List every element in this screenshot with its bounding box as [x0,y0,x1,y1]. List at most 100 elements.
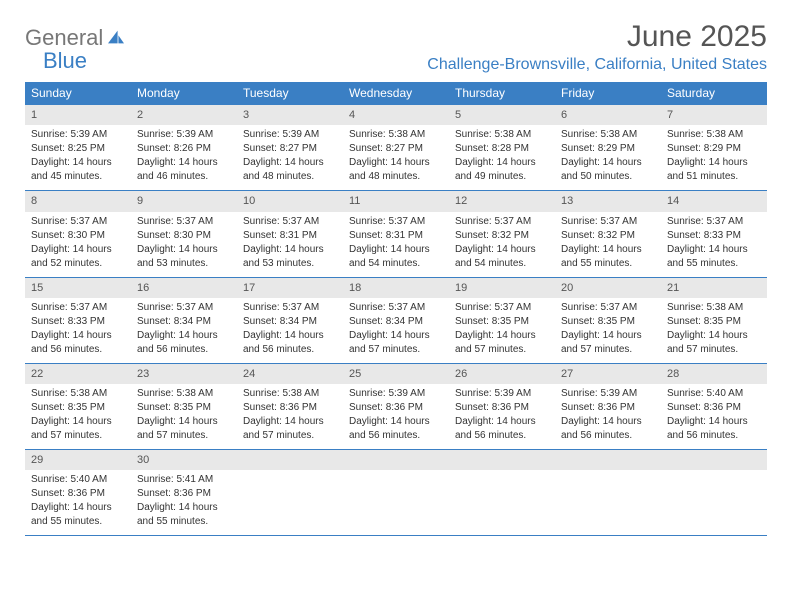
day-body: Sunrise: 5:37 AMSunset: 8:33 PMDaylight:… [25,298,131,363]
day-number: 16 [131,278,237,298]
sunset-line: Sunset: 8:29 PM [561,142,655,155]
day-body: Sunrise: 5:38 AMSunset: 8:35 PMDaylight:… [131,384,237,449]
daylight-line: and 53 minutes. [137,257,231,270]
calendar-cell: 29Sunrise: 5:40 AMSunset: 8:36 PMDayligh… [25,450,131,535]
calendar-cell: 23Sunrise: 5:38 AMSunset: 8:35 PMDayligh… [131,364,237,449]
sunset-line: Sunset: 8:28 PM [455,142,549,155]
sunrise-line: Sunrise: 5:37 AM [561,301,655,314]
day-number: 18 [343,278,449,298]
day-body: Sunrise: 5:37 AMSunset: 8:34 PMDaylight:… [343,298,449,363]
day-body: Sunrise: 5:38 AMSunset: 8:35 PMDaylight:… [661,298,767,363]
day-number: 27 [555,364,661,384]
calendar-cell: 24Sunrise: 5:38 AMSunset: 8:36 PMDayligh… [237,364,343,449]
sunset-line: Sunset: 8:27 PM [243,142,337,155]
sunrise-line: Sunrise: 5:37 AM [349,301,443,314]
daylight-line: and 57 minutes. [561,343,655,356]
day-body: Sunrise: 5:37 AMSunset: 8:30 PMDaylight:… [25,212,131,277]
daylight-line: Daylight: 14 hours [455,243,549,256]
daylight-line: and 56 minutes. [137,343,231,356]
calendar-cell: 22Sunrise: 5:38 AMSunset: 8:35 PMDayligh… [25,364,131,449]
day-number: 11 [343,191,449,211]
day-body: Sunrise: 5:38 AMSunset: 8:29 PMDaylight:… [661,125,767,190]
day-body [237,470,343,528]
daylight-line: and 57 minutes. [455,343,549,356]
sunrise-line: Sunrise: 5:39 AM [561,387,655,400]
day-body: Sunrise: 5:37 AMSunset: 8:34 PMDaylight:… [131,298,237,363]
daylight-line: Daylight: 14 hours [31,156,125,169]
day-number: 24 [237,364,343,384]
calendar-cell: 17Sunrise: 5:37 AMSunset: 8:34 PMDayligh… [237,278,343,363]
sunrise-line: Sunrise: 5:38 AM [667,128,761,141]
day-body [661,470,767,528]
daylight-line: Daylight: 14 hours [561,156,655,169]
sunset-line: Sunset: 8:35 PM [137,401,231,414]
sunrise-line: Sunrise: 5:40 AM [31,473,125,486]
day-body: Sunrise: 5:37 AMSunset: 8:30 PMDaylight:… [131,212,237,277]
day-number: 7 [661,105,767,125]
calendar-cell-empty [555,450,661,535]
sunset-line: Sunset: 8:27 PM [349,142,443,155]
daylight-line: and 48 minutes. [349,170,443,183]
sunrise-line: Sunrise: 5:38 AM [243,387,337,400]
calendar-cell: 26Sunrise: 5:39 AMSunset: 8:36 PMDayligh… [449,364,555,449]
header: GeneralBlue June 2025 Challenge-Brownsvi… [25,20,767,74]
calendar-cell: 8Sunrise: 5:37 AMSunset: 8:30 PMDaylight… [25,191,131,276]
sunrise-line: Sunrise: 5:38 AM [137,387,231,400]
daylight-line: Daylight: 14 hours [667,156,761,169]
day-body: Sunrise: 5:38 AMSunset: 8:27 PMDaylight:… [343,125,449,190]
daylight-line: Daylight: 14 hours [31,415,125,428]
sunset-line: Sunset: 8:32 PM [455,229,549,242]
calendar-cell: 11Sunrise: 5:37 AMSunset: 8:31 PMDayligh… [343,191,449,276]
daylight-line: and 55 minutes. [667,257,761,270]
daylight-line: and 53 minutes. [243,257,337,270]
daylight-line: Daylight: 14 hours [349,156,443,169]
daylight-line: and 56 minutes. [561,429,655,442]
sunset-line: Sunset: 8:29 PM [667,142,761,155]
day-number [343,450,449,470]
day-body [343,470,449,528]
logo-text-general: General [25,26,103,49]
daylight-line: and 52 minutes. [31,257,125,270]
calendar-week: 15Sunrise: 5:37 AMSunset: 8:33 PMDayligh… [25,277,767,363]
sunrise-line: Sunrise: 5:41 AM [137,473,231,486]
calendar: SundayMondayTuesdayWednesdayThursdayFrid… [25,82,767,536]
day-number: 30 [131,450,237,470]
calendar-cell: 25Sunrise: 5:39 AMSunset: 8:36 PMDayligh… [343,364,449,449]
day-body: Sunrise: 5:38 AMSunset: 8:35 PMDaylight:… [25,384,131,449]
daylight-line: and 48 minutes. [243,170,337,183]
calendar-cell-empty [237,450,343,535]
daylight-line: and 57 minutes. [137,429,231,442]
calendar-cell: 19Sunrise: 5:37 AMSunset: 8:35 PMDayligh… [449,278,555,363]
calendar-cell: 14Sunrise: 5:37 AMSunset: 8:33 PMDayligh… [661,191,767,276]
daylight-line: and 51 minutes. [667,170,761,183]
sunset-line: Sunset: 8:32 PM [561,229,655,242]
day-number: 13 [555,191,661,211]
day-number: 9 [131,191,237,211]
daylight-line: and 56 minutes. [31,343,125,356]
daylight-line: Daylight: 14 hours [455,415,549,428]
calendar-cell: 21Sunrise: 5:38 AMSunset: 8:35 PMDayligh… [661,278,767,363]
day-number: 5 [449,105,555,125]
day-number: 23 [131,364,237,384]
day-number: 26 [449,364,555,384]
daylight-line: Daylight: 14 hours [243,415,337,428]
day-number: 25 [343,364,449,384]
day-number: 20 [555,278,661,298]
logo-sail-icon [105,26,127,49]
calendar-cell: 5Sunrise: 5:38 AMSunset: 8:28 PMDaylight… [449,105,555,190]
day-body [449,470,555,528]
daylight-line: and 56 minutes. [349,429,443,442]
day-body: Sunrise: 5:39 AMSunset: 8:26 PMDaylight:… [131,125,237,190]
day-number: 17 [237,278,343,298]
day-body: Sunrise: 5:38 AMSunset: 8:36 PMDaylight:… [237,384,343,449]
daylight-line: and 56 minutes. [455,429,549,442]
daylight-line: Daylight: 14 hours [561,415,655,428]
daylight-line: Daylight: 14 hours [137,156,231,169]
daylight-line: Daylight: 14 hours [31,243,125,256]
day-number: 14 [661,191,767,211]
sunset-line: Sunset: 8:34 PM [137,315,231,328]
daylight-line: and 50 minutes. [561,170,655,183]
daylight-line: Daylight: 14 hours [667,243,761,256]
daylight-line: Daylight: 14 hours [561,329,655,342]
sunset-line: Sunset: 8:36 PM [31,487,125,500]
